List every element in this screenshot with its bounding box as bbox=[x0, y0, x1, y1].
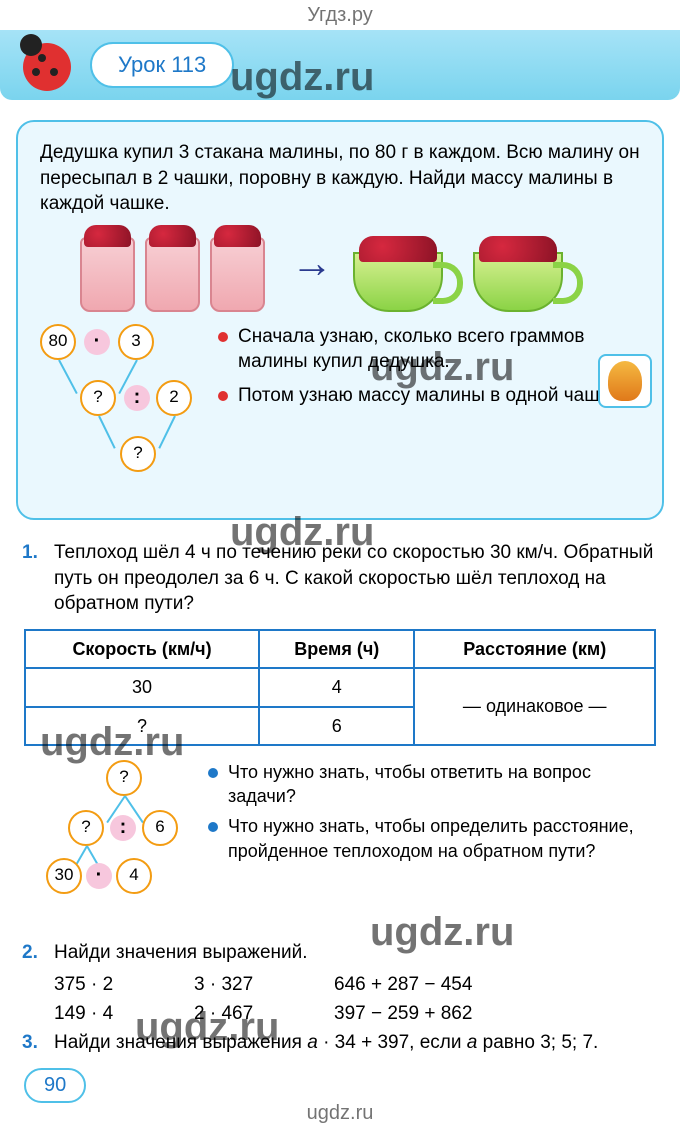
expression: 149 · 4 bbox=[54, 1001, 194, 1027]
expression: 3 · 327 bbox=[194, 972, 334, 998]
example-text: Дедушка купил 3 стакана малины, по 80 г … bbox=[40, 140, 640, 217]
glass-icon bbox=[145, 237, 200, 312]
task-number: 2. bbox=[22, 940, 38, 966]
lesson-title: Урок 113 bbox=[90, 42, 234, 88]
tree-node: 80 bbox=[40, 324, 76, 360]
site-watermark-top: Угдз.ру bbox=[307, 4, 373, 27]
bullet-icon bbox=[208, 822, 218, 832]
mug-icon bbox=[473, 252, 563, 312]
ladybug-icon bbox=[20, 38, 75, 93]
site-watermark-bottom: ugdz.ru bbox=[307, 1102, 374, 1125]
mug-icon bbox=[353, 252, 443, 312]
task-1: 1. Теплоход шёл 4 ч по течению реки со с… bbox=[24, 540, 656, 890]
task-number: 3. bbox=[22, 1030, 38, 1056]
tree-node: 2 bbox=[156, 380, 192, 416]
mascot-icon bbox=[608, 361, 642, 401]
table-cell: 6 bbox=[259, 707, 414, 745]
bullet-icon bbox=[218, 391, 228, 401]
example-steps: Сначала узнаю, сколько всего граммов мал… bbox=[218, 324, 640, 474]
table-cell: 30 bbox=[25, 668, 259, 706]
table-header: Скорость (км/ч) bbox=[25, 630, 259, 668]
mascot-box bbox=[598, 354, 652, 408]
tree-op: · bbox=[86, 863, 112, 889]
question-text: Что нужно знать, чтобы ответить на вопро… bbox=[228, 760, 656, 809]
expression: 375 · 2 bbox=[54, 972, 194, 998]
tree-node: 3 bbox=[118, 324, 154, 360]
illustration-row: → bbox=[80, 235, 640, 312]
expression: 397 − 259 + 862 bbox=[334, 1001, 554, 1027]
step-text: Сначала узнаю, сколько всего граммов мал… bbox=[238, 324, 640, 375]
arrow-right-icon: → bbox=[291, 235, 333, 292]
task-3: 3. Найди значения выражения a · 34 + 397… bbox=[24, 1030, 656, 1056]
task1-table: Скорость (км/ч) Время (ч) Расстояние (км… bbox=[24, 629, 656, 746]
example-box: Дедушка купил 3 стакана малины, по 80 г … bbox=[16, 120, 664, 520]
expression: 646 + 287 − 454 bbox=[334, 972, 554, 998]
table-header: Расстояние (км) bbox=[414, 630, 655, 668]
task-2: 2. Найди значения выражений. 375 · 2 3 ·… bbox=[24, 940, 656, 1027]
tree-node: ? bbox=[80, 380, 116, 416]
table-cell: ? bbox=[25, 707, 259, 745]
example-tree: 80 · 3 ? : 2 ? bbox=[40, 324, 200, 474]
expression-grid: 375 · 2 3 · 327 646 + 287 − 454 149 · 4 … bbox=[24, 972, 656, 1027]
task-number: 1. bbox=[22, 540, 38, 566]
table-cell-merged: — одинаковое — bbox=[414, 668, 655, 745]
tree-op: · bbox=[84, 329, 110, 355]
glass-icon bbox=[80, 237, 135, 312]
question-text: Что нужно знать, чтобы определить рассто… bbox=[228, 814, 656, 863]
page-number: 90 bbox=[24, 1068, 86, 1103]
tree-op: : bbox=[124, 385, 150, 411]
glass-icon bbox=[210, 237, 265, 312]
step-text: Потом узнаю массу малины в одной чашке. bbox=[238, 383, 624, 409]
task-text: Найди значения выражения a · 34 + 397, е… bbox=[24, 1030, 656, 1056]
tree-node: 30 bbox=[46, 858, 82, 894]
tree-node: 4 bbox=[116, 858, 152, 894]
table-cell: 4 bbox=[259, 668, 414, 706]
tree-node: 6 bbox=[142, 810, 178, 846]
task-text: Теплоход шёл 4 ч по течению реки со скор… bbox=[24, 540, 656, 617]
tree-node: ? bbox=[68, 810, 104, 846]
tree-node: ? bbox=[106, 760, 142, 796]
tree-op: : bbox=[110, 815, 136, 841]
task1-questions: Что нужно знать, чтобы ответить на вопро… bbox=[208, 760, 656, 890]
task-title: Найди значения выражений. bbox=[24, 940, 656, 966]
expression: 2 · 467 bbox=[194, 1001, 334, 1027]
tree-node: ? bbox=[120, 436, 156, 472]
bullet-icon bbox=[208, 768, 218, 778]
table-header: Время (ч) bbox=[259, 630, 414, 668]
bullet-icon bbox=[218, 332, 228, 342]
task1-tree: ? ? : 6 30 · 4 bbox=[54, 760, 194, 890]
